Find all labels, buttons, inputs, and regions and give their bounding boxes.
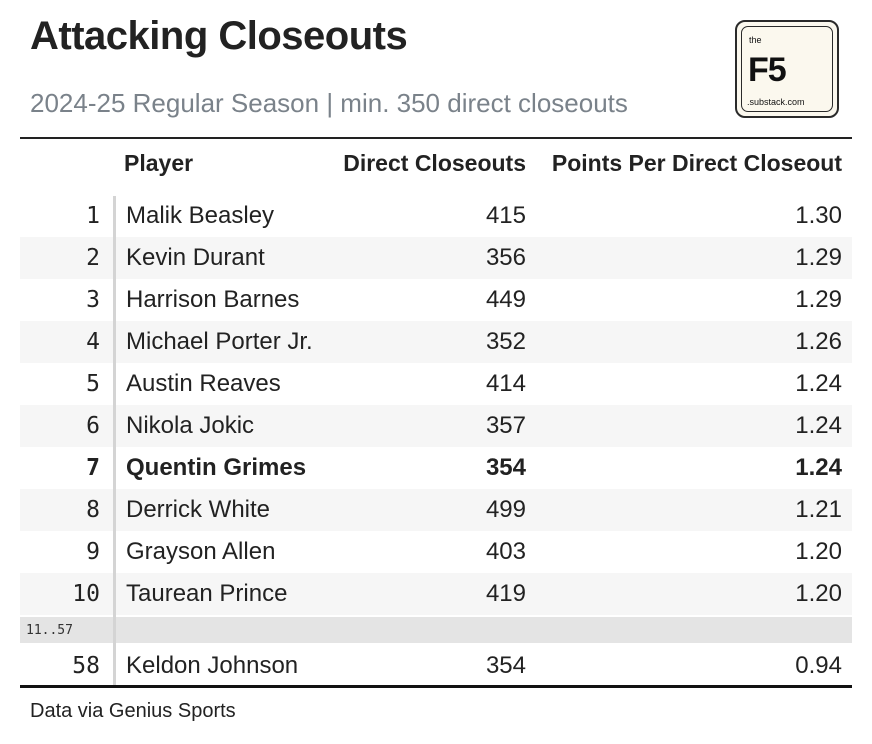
table-row: 4 Michael Porter Jr. 352 1.26	[20, 321, 852, 363]
logo-the-text: the	[749, 35, 762, 45]
the-f5-logo: the F5 .substack.com	[735, 20, 839, 118]
rank-cell: 6	[86, 413, 100, 439]
table-top-rule	[20, 137, 852, 139]
points-per-closeout-cell: 1.24	[795, 454, 842, 481]
column-header-points-per-direct-closeout: Points Per Direct Closeout	[551, 150, 842, 176]
points-per-closeout-cell: 1.24	[795, 412, 842, 439]
table-row: 1 Malik Beasley 415 1.30	[20, 195, 852, 237]
rank-cell: 5	[86, 371, 100, 397]
omitted-rows-band: 11..57	[20, 617, 852, 643]
player-cell: Michael Porter Jr.	[126, 328, 313, 355]
points-per-closeout-cell: 1.20	[795, 580, 842, 607]
player-cell: Taurean Prince	[126, 580, 288, 607]
points-per-closeout-cell: 1.24	[795, 370, 842, 397]
rank-cell: 8	[86, 497, 100, 523]
points-per-closeout-cell: 1.21	[795, 496, 842, 523]
table-row: 6 Nikola Jokic 357 1.24	[20, 405, 852, 447]
rank-cell: 9	[86, 539, 100, 565]
rank-cell: 3	[86, 287, 100, 313]
player-cell: Malik Beasley	[126, 202, 275, 229]
player-cell: Derrick White	[126, 496, 271, 523]
direct-closeouts-cell: 499	[485, 496, 526, 523]
direct-closeouts-cell: 403	[485, 538, 526, 565]
player-cell: Harrison Barnes	[126, 286, 300, 313]
direct-closeouts-cell: 414	[485, 370, 526, 397]
column-header-direct-closeouts: Direct Closeouts	[343, 150, 526, 176]
rank-cell: 2	[86, 245, 100, 271]
logo-inner-frame: the F5 .substack.com	[741, 26, 833, 112]
logo-mark-text: F5	[748, 51, 787, 89]
table-row: 58 Keldon Johnson 354 0.94	[20, 645, 852, 687]
column-header-player: Player	[124, 150, 194, 176]
table-row: 8 Derrick White 499 1.21	[20, 489, 852, 531]
chart-title: Attacking Closeouts	[30, 14, 408, 58]
player-cell: Grayson Allen	[126, 538, 276, 565]
player-cell: Kevin Durant	[126, 244, 265, 271]
points-per-closeout-cell: 1.30	[795, 202, 842, 229]
rank-cell: 1	[86, 203, 100, 229]
source-note: Data via Genius Sports	[30, 700, 236, 722]
table-row: 10 Taurean Prince 419 1.20	[20, 573, 852, 615]
direct-closeouts-cell: 419	[485, 580, 526, 607]
player-cell: Keldon Johnson	[126, 652, 299, 679]
logo-domain-text: .substack.com	[747, 97, 805, 107]
rank-cell: 7	[86, 455, 100, 481]
player-cell: Austin Reaves	[126, 370, 281, 397]
rank-cell: 58	[72, 653, 100, 679]
table-row: 9 Grayson Allen 403 1.20	[20, 531, 852, 573]
table-row: 5 Austin Reaves 414 1.24	[20, 363, 852, 405]
points-per-closeout-cell: 1.26	[795, 328, 842, 355]
direct-closeouts-cell: 357	[485, 412, 526, 439]
rank-cell: 10	[72, 581, 100, 607]
direct-closeouts-cell: 354	[485, 652, 526, 679]
points-per-closeout-cell: 1.29	[795, 244, 842, 271]
table-row: 7 Quentin Grimes 354 1.24	[20, 447, 852, 489]
direct-closeouts-cell: 352	[485, 328, 526, 355]
direct-closeouts-cell: 356	[485, 244, 526, 271]
direct-closeouts-cell: 415	[485, 202, 526, 229]
table-row: 2 Kevin Durant 356 1.29	[20, 237, 852, 279]
chart-subtitle: 2024-25 Regular Season | min. 350 direct…	[30, 88, 628, 118]
points-per-closeout-cell: 1.29	[795, 286, 842, 313]
player-cell: Nikola Jokic	[126, 412, 255, 439]
points-per-closeout-cell: 0.94	[795, 652, 842, 679]
rank-cell: 4	[86, 329, 100, 355]
rank-column-divider	[113, 196, 116, 686]
table-row: 3 Harrison Barnes 449 1.29	[20, 279, 852, 321]
player-cell: Quentin Grimes	[126, 454, 307, 481]
table-bottom-rule	[20, 685, 852, 688]
direct-closeouts-cell: 354	[485, 454, 526, 481]
points-per-closeout-cell: 1.20	[795, 538, 842, 565]
omitted-rows-label: 11..57	[26, 623, 73, 638]
direct-closeouts-cell: 449	[485, 286, 526, 313]
